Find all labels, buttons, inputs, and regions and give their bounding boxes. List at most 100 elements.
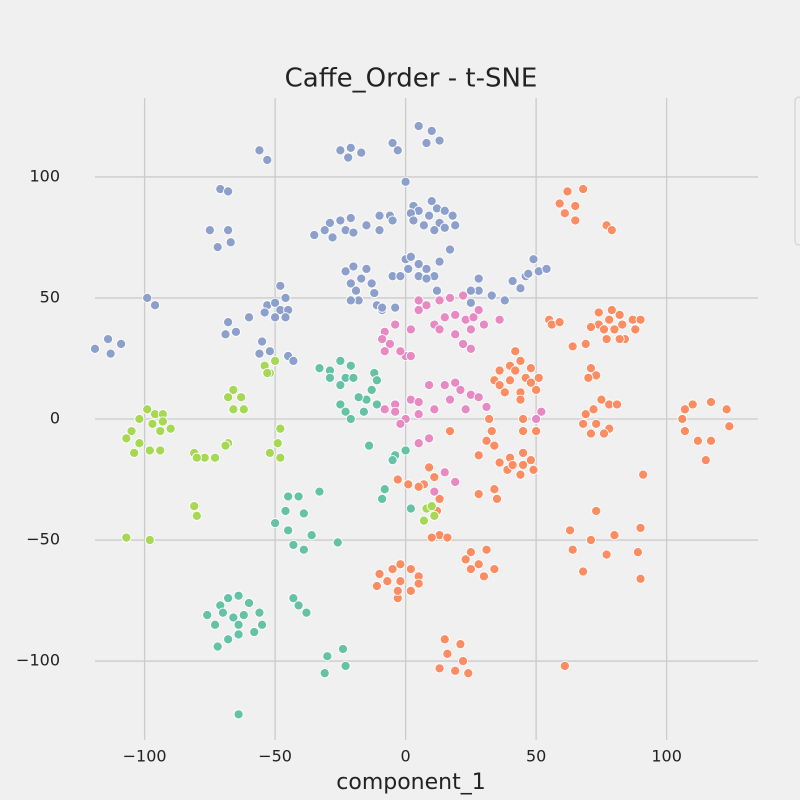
y-tick-label: 50 xyxy=(40,287,60,306)
point xyxy=(450,220,461,231)
point xyxy=(632,547,643,558)
point xyxy=(405,251,416,262)
point xyxy=(424,462,435,473)
point xyxy=(335,145,346,156)
point xyxy=(439,380,450,391)
point xyxy=(457,290,469,301)
point xyxy=(531,426,542,437)
point xyxy=(518,426,529,437)
point xyxy=(280,292,291,304)
point xyxy=(345,413,356,425)
grid xyxy=(95,98,758,740)
point xyxy=(366,278,377,289)
point xyxy=(494,457,505,468)
point xyxy=(434,493,445,504)
point xyxy=(155,426,166,437)
point xyxy=(220,440,231,451)
point xyxy=(223,225,234,236)
point xyxy=(450,665,461,676)
point xyxy=(413,295,424,306)
point xyxy=(275,280,286,291)
point xyxy=(591,505,602,517)
y-tick-label: 0 xyxy=(50,409,60,428)
point xyxy=(606,225,617,236)
point xyxy=(387,137,398,149)
point xyxy=(405,351,416,362)
point xyxy=(434,135,445,146)
y-tick-label: −50 xyxy=(26,530,60,549)
point xyxy=(442,532,453,543)
legend-box xyxy=(794,96,800,246)
point xyxy=(89,343,101,354)
point xyxy=(638,469,649,480)
point xyxy=(189,501,200,512)
point xyxy=(345,278,356,289)
point xyxy=(223,593,234,604)
point xyxy=(288,539,299,550)
point xyxy=(431,285,442,296)
point xyxy=(444,244,456,255)
point xyxy=(635,573,646,584)
point xyxy=(134,413,145,425)
point xyxy=(369,288,380,299)
point xyxy=(444,394,456,405)
point xyxy=(455,639,466,650)
point xyxy=(434,324,445,335)
point xyxy=(585,363,596,374)
point xyxy=(405,585,416,596)
point xyxy=(395,559,406,570)
x-tick-label: 50 xyxy=(526,747,546,766)
point xyxy=(567,341,578,352)
point xyxy=(259,307,270,318)
point xyxy=(134,438,145,449)
point xyxy=(447,210,458,221)
point xyxy=(387,215,398,226)
point xyxy=(345,360,356,371)
point xyxy=(450,476,461,487)
point xyxy=(225,237,236,248)
point xyxy=(518,459,529,471)
point xyxy=(147,418,158,429)
point xyxy=(533,372,544,383)
point xyxy=(228,384,239,396)
point xyxy=(413,409,424,420)
point xyxy=(275,452,286,463)
point xyxy=(364,440,375,451)
point xyxy=(413,305,424,316)
point xyxy=(507,275,518,287)
point xyxy=(288,355,299,366)
point xyxy=(324,217,335,228)
point xyxy=(356,273,367,284)
point xyxy=(413,481,424,492)
point xyxy=(157,416,168,427)
point xyxy=(457,338,469,350)
point xyxy=(473,305,484,316)
point xyxy=(481,435,492,446)
point xyxy=(515,283,526,294)
point xyxy=(379,346,390,357)
point xyxy=(270,518,281,529)
point xyxy=(559,208,570,219)
x-tick-label: −100 xyxy=(123,747,167,766)
point xyxy=(421,300,432,311)
point xyxy=(413,578,424,589)
point xyxy=(604,314,615,325)
point xyxy=(116,338,127,350)
point xyxy=(298,508,309,519)
point xyxy=(377,334,388,345)
point xyxy=(395,346,406,357)
point xyxy=(220,329,231,340)
point xyxy=(270,297,281,308)
point xyxy=(439,467,450,478)
point xyxy=(580,409,591,420)
point xyxy=(465,564,476,575)
point xyxy=(679,404,690,415)
point xyxy=(481,401,492,412)
point xyxy=(413,438,424,449)
point xyxy=(499,295,510,306)
point xyxy=(361,220,372,231)
point xyxy=(413,397,424,408)
point xyxy=(379,404,390,415)
point xyxy=(142,292,153,304)
point xyxy=(228,404,239,415)
